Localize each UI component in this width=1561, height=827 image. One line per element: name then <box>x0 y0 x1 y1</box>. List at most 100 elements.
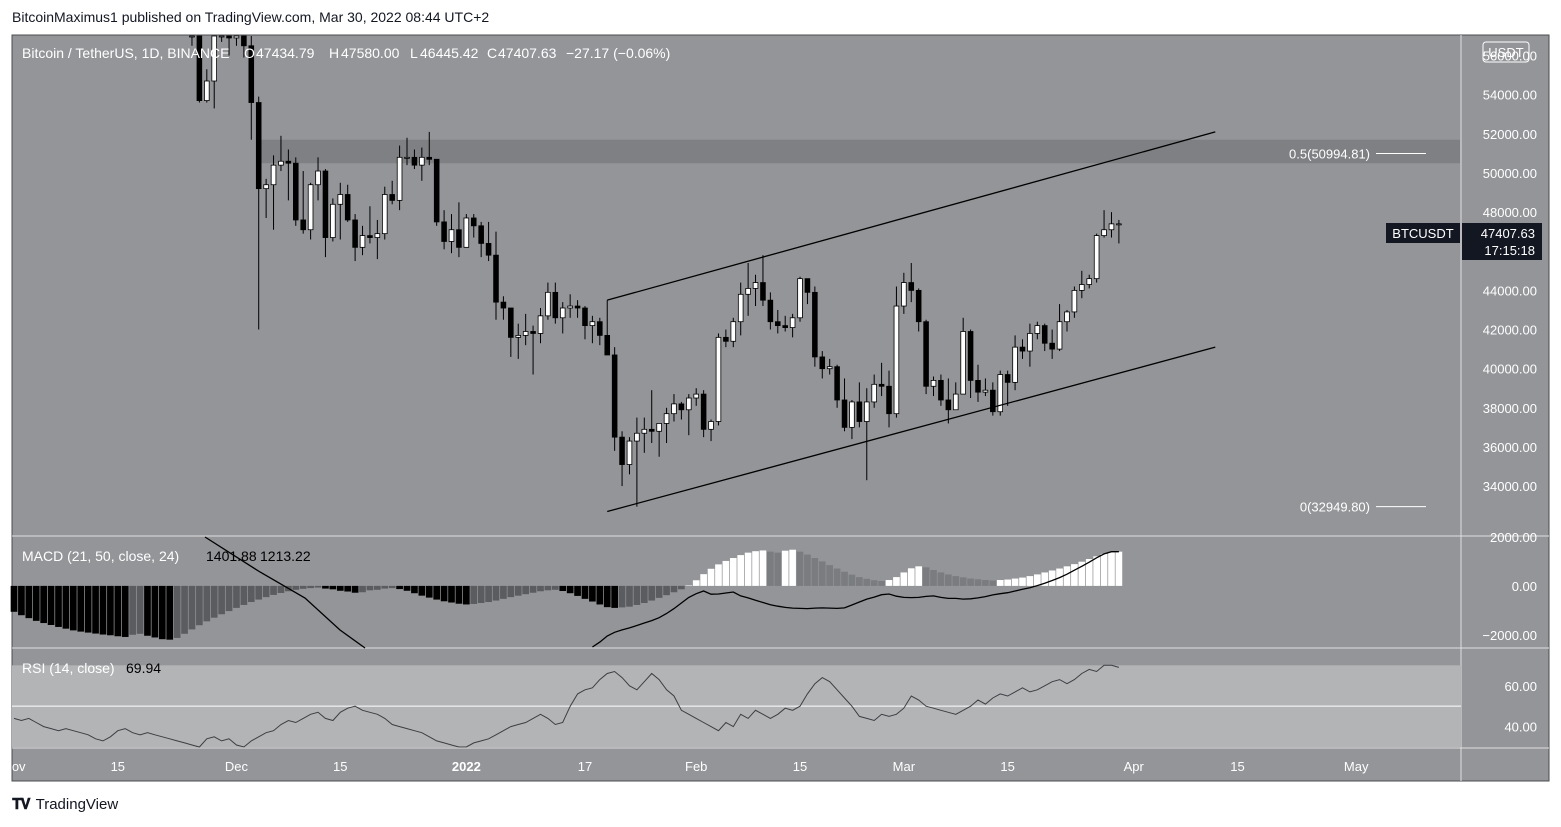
macd-histogram-bar <box>959 577 967 586</box>
candle-body <box>775 321 781 327</box>
candle <box>515 323 522 359</box>
candle-body <box>270 164 277 186</box>
time-tick-label: 15 <box>793 759 807 774</box>
macd-histogram-bar <box>411 585 418 594</box>
macd-histogram-bar <box>767 551 774 586</box>
candle-body <box>493 254 499 303</box>
candle-body <box>485 243 492 256</box>
candle-body <box>930 380 937 387</box>
price-tick-label: 56000.00 <box>1483 49 1537 64</box>
rsi-legend: RSI (14, close) <box>22 660 115 676</box>
candle-body <box>248 45 255 103</box>
candle-body <box>1056 321 1063 350</box>
macd-histogram-bar <box>907 568 915 586</box>
candle <box>456 202 462 258</box>
candle-body <box>597 321 603 336</box>
currency-badge[interactable]: USDT <box>1482 41 1530 63</box>
publisher-line: BitcoinMaximus1 published on TradingView… <box>12 9 490 25</box>
candle-body <box>789 317 796 328</box>
last-price-badge: BTCUSDT 47407.63 17:15:18 <box>1386 223 1542 260</box>
macd-histogram-bar <box>603 585 611 608</box>
macd-histogram-bar <box>729 558 737 586</box>
macd-line <box>592 551 1119 648</box>
svg-text:H: H <box>329 45 339 61</box>
candle-body <box>849 401 855 428</box>
candle <box>1093 233 1100 283</box>
candle <box>619 431 625 487</box>
candle <box>493 231 499 320</box>
candle <box>433 158 440 226</box>
macd-histogram-bar <box>225 585 233 612</box>
fib-layer: 0.5(50994.81) 0(32949.80) <box>1289 147 1426 515</box>
candle <box>863 388 870 481</box>
macd-histogram-bar <box>10 585 18 612</box>
candle-body <box>278 160 284 166</box>
time-tick-label: 2022 <box>452 759 481 774</box>
macd-histogram-bar <box>351 585 359 593</box>
macd-histogram-bar <box>863 578 871 586</box>
candle-body <box>856 401 863 422</box>
candle-body <box>700 393 707 430</box>
macd-histogram-bar <box>1011 578 1019 586</box>
macd-histogram-bar <box>1033 574 1041 586</box>
candle-body <box>315 170 321 186</box>
candle-body <box>196 35 203 101</box>
candle-body <box>760 282 766 301</box>
candle <box>574 300 581 318</box>
candle <box>545 282 551 320</box>
macd-histogram-bar <box>507 585 515 598</box>
macd-histogram-bar <box>77 585 85 632</box>
candle <box>871 374 877 408</box>
candle <box>893 286 900 418</box>
macd-histogram-bar <box>47 585 55 625</box>
candle <box>789 313 796 338</box>
candle <box>500 296 507 320</box>
macd-histogram-bar <box>299 585 307 589</box>
time-axis-bg[interactable] <box>12 748 1549 781</box>
candle <box>826 358 833 375</box>
macd-histogram-bar <box>1004 579 1011 586</box>
macd-histogram-bar <box>996 580 1004 586</box>
macd-histogram-bar <box>967 578 974 586</box>
candle <box>1116 219 1122 244</box>
macd-histogram-bar <box>715 564 722 586</box>
candle-body <box>782 325 788 328</box>
candle-body <box>915 289 922 323</box>
macd-histogram-bar <box>826 565 834 586</box>
candle <box>448 214 455 254</box>
main-pane[interactable] <box>12 35 1461 536</box>
macd-histogram-bar <box>129 585 136 635</box>
macd-histogram-bar <box>32 585 40 621</box>
candle <box>997 370 1004 416</box>
macd-histogram-bar <box>240 585 248 605</box>
price-axis-bg[interactable] <box>1461 35 1549 748</box>
candle <box>419 147 425 181</box>
macd-histogram-bar <box>485 585 492 603</box>
macd-histogram-bar <box>789 549 796 586</box>
macd-histogram-bar <box>722 560 730 586</box>
macd-histogram-bar <box>1085 559 1093 586</box>
candle-body <box>411 156 418 166</box>
macd-histogram-bar <box>396 585 403 590</box>
candle <box>1079 270 1085 299</box>
macd-histogram-bar <box>559 585 567 592</box>
channel-layer <box>607 131 1216 513</box>
candle-body <box>226 35 232 39</box>
candle-body <box>752 282 759 289</box>
candle <box>204 69 210 103</box>
macd-histogram-bar <box>818 561 826 586</box>
macd-histogram-bar <box>781 550 789 586</box>
macd-histogram-bar <box>1078 561 1086 586</box>
candle-body <box>300 219 306 231</box>
macd-histogram-bar <box>893 577 900 586</box>
footer-brand: TradingView <box>35 796 119 813</box>
macd-histogram-bar <box>329 585 337 590</box>
candle-body <box>441 221 447 242</box>
macd-histogram-bar <box>307 585 314 589</box>
candle-body <box>456 229 462 248</box>
candle-body <box>344 194 351 221</box>
macd-histogram-bar <box>922 567 930 586</box>
candle <box>982 378 989 397</box>
candle <box>767 292 774 330</box>
